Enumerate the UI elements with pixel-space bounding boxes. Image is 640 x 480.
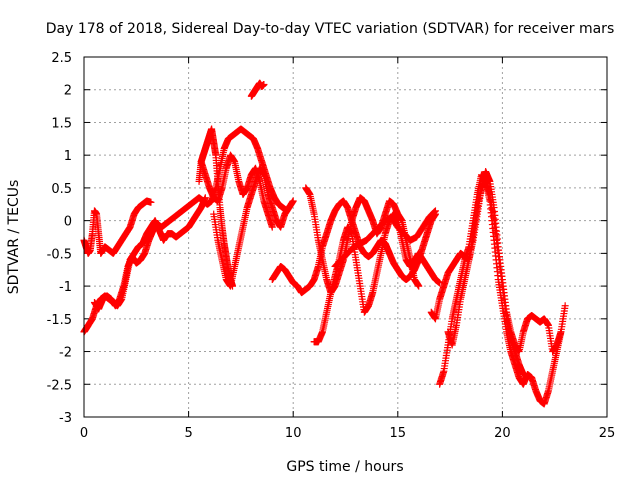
y-tick-label: -1.5	[47, 313, 72, 328]
data-point	[557, 328, 565, 336]
data-point	[289, 197, 297, 205]
data-point	[415, 282, 423, 290]
series-track-k	[331, 207, 439, 270]
y-tick-labels: -3 -2.5 -2 -1.5 -1 -0.5 0 0.5 1 1.5 2 2.5	[47, 51, 72, 426]
series-track-g	[247, 79, 268, 100]
series-track-f	[210, 164, 297, 290]
y-tick-label: 1	[64, 149, 72, 164]
data-point	[431, 207, 439, 215]
data-points	[80, 79, 569, 408]
data-point	[436, 279, 444, 287]
data-point	[430, 208, 438, 216]
series-track-n	[444, 168, 565, 356]
y-tick-label: -2.5	[47, 378, 72, 393]
series-track-e	[197, 151, 276, 231]
x-tick-label: 25	[599, 426, 616, 441]
x-tick-labels: 0 5 10 15 20 25	[80, 426, 615, 441]
data-point	[268, 223, 276, 231]
y-tick-label: 1.5	[51, 116, 72, 131]
data-point	[561, 302, 569, 310]
series-track-a	[80, 197, 155, 257]
y-tick-label: -3	[59, 411, 72, 426]
x-tick-label: 10	[285, 426, 302, 441]
x-tick-label: 0	[80, 426, 88, 441]
x-tick-label: 5	[184, 426, 192, 441]
y-tick-label: -1	[59, 280, 72, 295]
y-tick-label: 2.5	[51, 51, 72, 66]
x-tick-label: 15	[390, 426, 407, 441]
data-point	[147, 198, 155, 206]
series-track-b	[80, 194, 209, 336]
y-tick-label: -2	[59, 346, 72, 361]
y-tick-label: 2	[64, 84, 72, 99]
y-tick-label: 0	[64, 215, 72, 230]
x-axis-label: GPS time / hours	[286, 459, 403, 475]
series-track-d	[195, 125, 237, 290]
data-point	[260, 80, 268, 88]
chart-title: Day 178 of 2018, Sidereal Day-to-day VTE…	[46, 21, 614, 37]
series-track-j	[310, 210, 444, 346]
series-track-c	[90, 125, 291, 313]
data-point	[431, 207, 439, 215]
y-tick-label: -0.5	[47, 247, 72, 262]
plot-frame	[83, 56, 608, 418]
y-axis-label: SDTVAR / TECUs	[6, 180, 22, 295]
y-tick-label: 0.5	[51, 182, 72, 197]
series-track-m	[436, 171, 569, 408]
x-tick-label: 20	[494, 426, 511, 441]
